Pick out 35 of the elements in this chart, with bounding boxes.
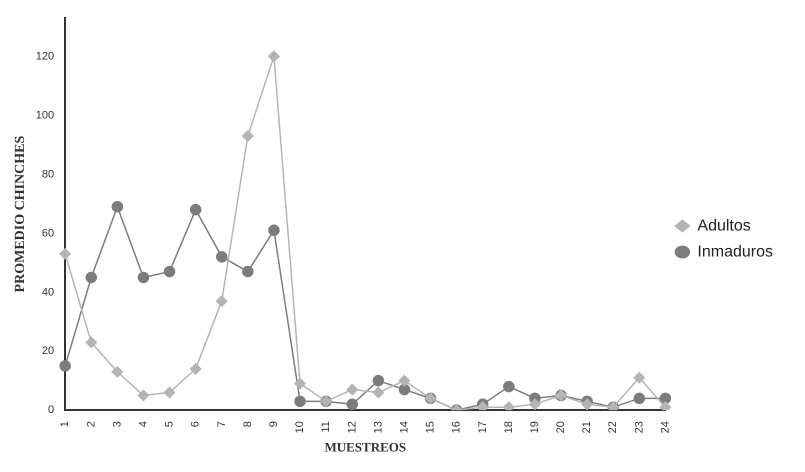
x-tick-label: 12 xyxy=(346,421,358,434)
x-tick-label: 8 xyxy=(242,421,254,428)
x-tick-label: 6 xyxy=(190,421,202,428)
x-tick-label: 10 xyxy=(294,421,306,434)
x-tick-label: 17 xyxy=(476,421,489,434)
x-tick-label: 11 xyxy=(320,421,332,433)
y-tick-label: 80 xyxy=(42,168,54,180)
y-tick-label: 0 xyxy=(48,404,54,416)
x-tick-label: 9 xyxy=(268,421,280,428)
x-axis-title: MUESTREOS xyxy=(324,440,406,455)
x-tick-label: 7 xyxy=(216,421,228,428)
y-tick-label: 60 xyxy=(42,227,54,240)
x-tick-label: 19 xyxy=(528,421,541,434)
x-tick-label: 1 xyxy=(59,421,72,428)
x-tick-label: 21 xyxy=(581,421,594,434)
x-tick-label: 14 xyxy=(398,421,410,434)
x-tick-label: 22 xyxy=(607,421,620,434)
y-axis-title: PROMEDIO CHINCHES xyxy=(13,136,28,292)
x-tick-label: 15 xyxy=(424,421,437,434)
x-tick-label: 13 xyxy=(372,421,384,434)
legend-label: Adultos xyxy=(697,217,751,234)
x-tick-label: 24 xyxy=(659,421,672,434)
x-tick-label: 3 xyxy=(111,421,124,428)
x-tick-label: 5 xyxy=(164,421,176,428)
y-tick-label: 100 xyxy=(36,109,54,122)
x-tick-label: 20 xyxy=(555,421,568,434)
x-tick-label: 2 xyxy=(85,421,98,428)
x-tick-label: 4 xyxy=(137,421,150,428)
x-tick-label: 23 xyxy=(633,421,646,434)
y-tick-label: 120 xyxy=(36,50,54,62)
x-tick-label: 16 xyxy=(450,421,463,434)
y-tick-label: 20 xyxy=(42,345,54,358)
y-tick-label: 40 xyxy=(42,286,54,298)
legend-label: Inmaduros xyxy=(697,243,773,260)
x-tick-label: 18 xyxy=(502,421,515,434)
